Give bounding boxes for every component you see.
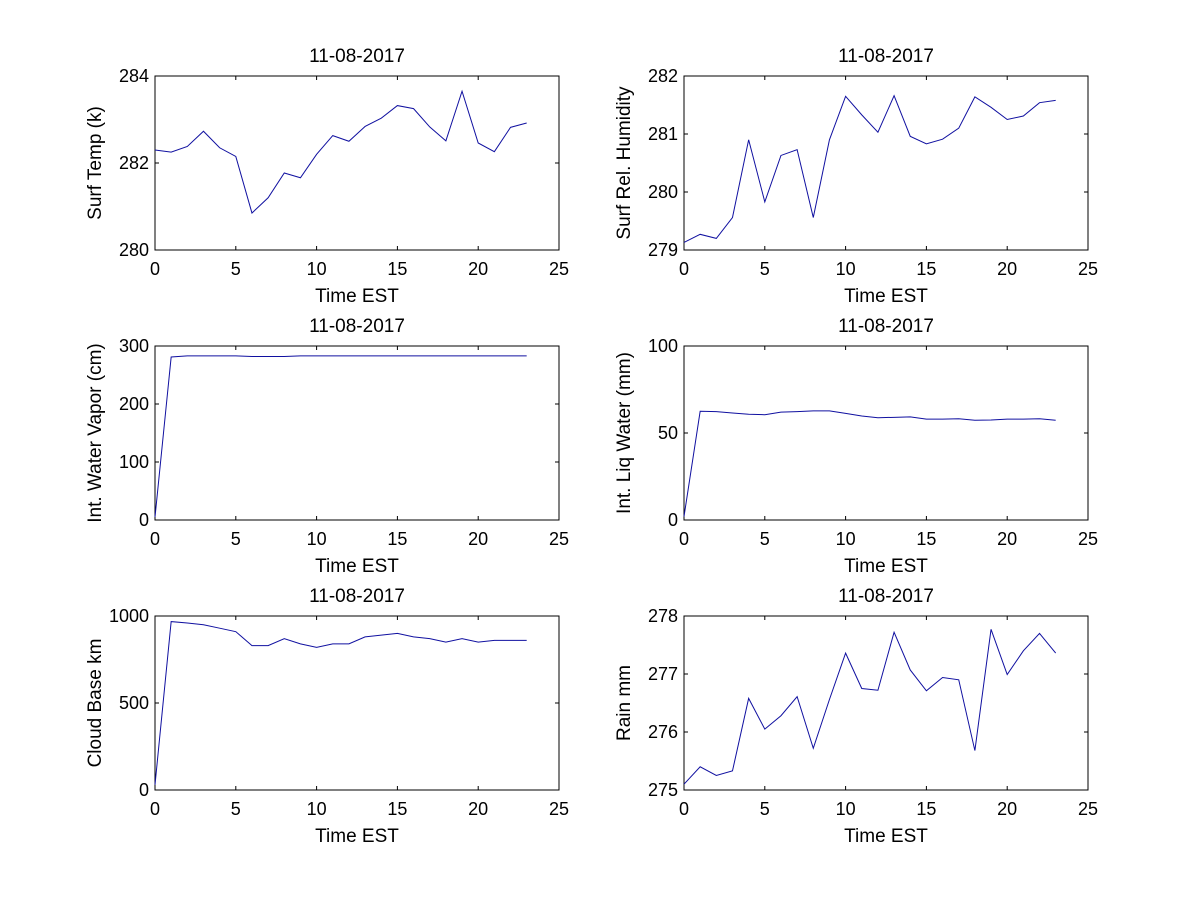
y-tick-label: 277 [648,664,678,684]
chart-5: 0 5 10 15 20 25 0 500 1000 11-08-2017 Time EST Clou… [85,586,569,847]
y-tick-label: 100 [648,336,678,356]
chart-title: 11-08-2017 [838,46,934,67]
y-axis-label: Int. Liq Water (mm) [614,352,635,514]
y-tick-label: 276 [648,722,678,742]
y-tick-label: 282 [648,66,678,86]
chart-6: 0 5 10 15 20 25 275 276 277 278 11-08-2017 Time EST… [614,586,1098,847]
x-tick-label: 0 [679,259,689,279]
x-tick-label: 5 [231,529,241,549]
x-tick-label: 25 [549,799,569,819]
x-tick-label: 25 [549,259,569,279]
x-tick-label: 15 [387,259,407,279]
series-line [154,355,527,518]
plot-frame [683,345,1089,521]
x-tick-label: 0 [150,259,160,279]
chart-title: 11-08-2017 [309,586,405,607]
x-tick-label: 10 [836,799,856,819]
chart-3: 0 5 10 15 20 25 0 100 200 300 11-08-2017 Time EST In… [85,316,569,577]
y-tick-label: 100 [119,452,149,472]
x-tick-label: 10 [836,529,856,549]
plot-frame [683,75,1089,251]
x-axis-label: Time EST [844,286,928,307]
x-tick-label: 5 [760,799,770,819]
y-tick-label: 284 [119,66,149,86]
chart-title: 11-08-2017 [838,316,934,337]
series-line [683,94,1056,243]
y-tick-label: 1000 [109,606,149,626]
y-axis-label: Surf Rel. Humidity [614,86,635,240]
x-tick-label: 20 [468,799,488,819]
x-tick-label: 0 [679,529,689,549]
x-tick-label: 10 [836,259,856,279]
y-tick-label: 278 [648,606,678,626]
plot-frame [154,75,560,251]
y-tick-label: 282 [119,153,149,173]
y-tick-label: 280 [119,240,149,260]
x-tick-label: 15 [916,799,936,819]
series-line [154,89,527,214]
y-tick-label: 200 [119,394,149,414]
x-tick-label: 10 [307,259,327,279]
x-tick-label: 5 [231,799,241,819]
x-tick-label: 0 [150,529,160,549]
series-line [683,410,1056,517]
y-tick-label: 500 [119,693,149,713]
y-tick-label: 0 [139,780,149,800]
y-tick-label: 275 [648,780,678,800]
x-tick-label: 25 [1078,259,1098,279]
plot-frame [683,615,1089,791]
chart-2: 0 5 10 15 20 25 279 280 281 282 11-08-2017 Time EST… [614,46,1098,307]
y-tick-label: 280 [648,182,678,202]
plot-frame [154,615,560,791]
series-line [683,629,1057,785]
x-tick-label: 5 [231,259,241,279]
x-tick-label: 25 [549,529,569,549]
x-tick-label: 20 [468,259,488,279]
x-tick-label: 5 [760,259,770,279]
chart-title: 11-08-2017 [309,46,405,67]
y-tick-label: 279 [648,240,678,260]
y-axis-label: Cloud Base km [85,639,106,768]
x-tick-label: 20 [468,529,488,549]
x-axis-label: Time EST [315,826,399,847]
x-tick-label: 0 [150,799,160,819]
y-tick-label: 300 [119,336,149,356]
y-axis-label: Rain mm [614,665,635,741]
x-axis-label: Time EST [315,556,399,577]
x-tick-label: 20 [997,799,1017,819]
y-tick-label: 0 [668,510,678,530]
x-tick-label: 25 [1078,529,1098,549]
plot-frame [154,345,560,521]
x-tick-label: 15 [387,799,407,819]
x-tick-label: 10 [307,529,327,549]
chart-1: 0 5 10 15 20 25 280 282 284 11-08-2017 Time EST Sur… [85,46,569,307]
x-axis-label: Time EST [844,826,928,847]
y-tick-label: 281 [648,124,678,144]
chart-title: 11-08-2017 [309,316,405,337]
x-tick-label: 25 [1078,799,1098,819]
x-axis-label: Time EST [315,286,399,307]
x-tick-label: 5 [760,529,770,549]
chart-title: 11-08-2017 [838,586,934,607]
y-tick-label: 50 [658,423,678,443]
chart-4: 0 5 10 15 20 25 0 50 100 11-08-2017 Time EST Int. L… [614,316,1098,577]
y-axis-label: Surf Temp (k) [85,106,106,220]
x-tick-label: 15 [916,259,936,279]
y-tick-label: 0 [139,510,149,530]
x-tick-label: 15 [387,529,407,549]
x-tick-label: 15 [916,529,936,549]
y-axis-label: Int. Water Vapor (cm) [85,343,106,522]
series-line [154,621,527,785]
x-axis-label: Time EST [844,556,928,577]
x-tick-label: 20 [997,259,1017,279]
x-tick-label: 0 [679,799,689,819]
x-tick-label: 20 [997,529,1017,549]
x-tick-label: 10 [307,799,327,819]
